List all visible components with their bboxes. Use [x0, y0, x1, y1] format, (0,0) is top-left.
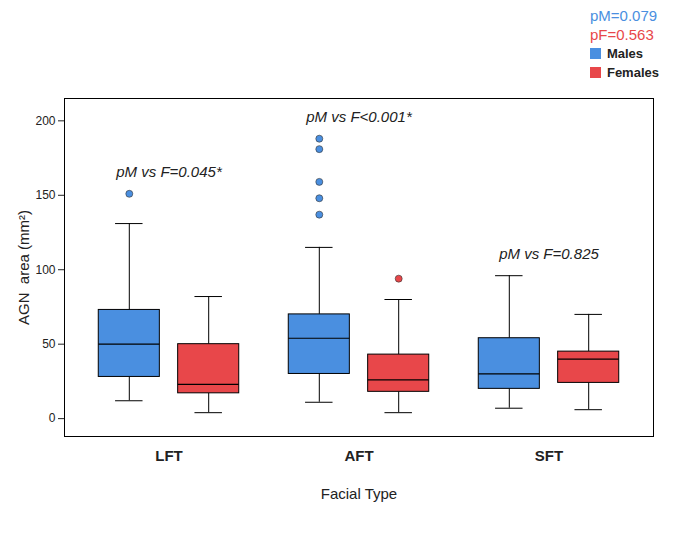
html-text:pF=0.563: pF=0.563: [590, 26, 654, 43]
svg-text:0: 0: [49, 411, 56, 425]
svg-text:pM vs F=0.045*: pM vs F=0.045*: [115, 163, 223, 180]
svg-text:pM vs F=0.825: pM vs F=0.825: [498, 244, 599, 261]
html-text:pM=0.079: pM=0.079: [590, 7, 658, 24]
svg-text:AFT: AFT: [344, 447, 373, 464]
svg-text:Facial Type: Facial Type: [321, 485, 397, 502]
svg-text:pM vs F<0.001*: pM vs F<0.001*: [305, 108, 413, 125]
svg-text:LFT: LFT: [155, 447, 183, 464]
svg-text:150: 150: [35, 188, 55, 202]
html-text:Females: Females: [607, 65, 659, 80]
svg-text:200: 200: [35, 114, 55, 128]
svg-text:AGN area (mm²): AGN area (mm²): [15, 210, 32, 325]
html-text:Males: Males: [607, 46, 644, 61]
svg-text:SFT: SFT: [535, 447, 563, 464]
svg-text:50: 50: [42, 337, 56, 351]
svg-text:100: 100: [35, 263, 55, 277]
